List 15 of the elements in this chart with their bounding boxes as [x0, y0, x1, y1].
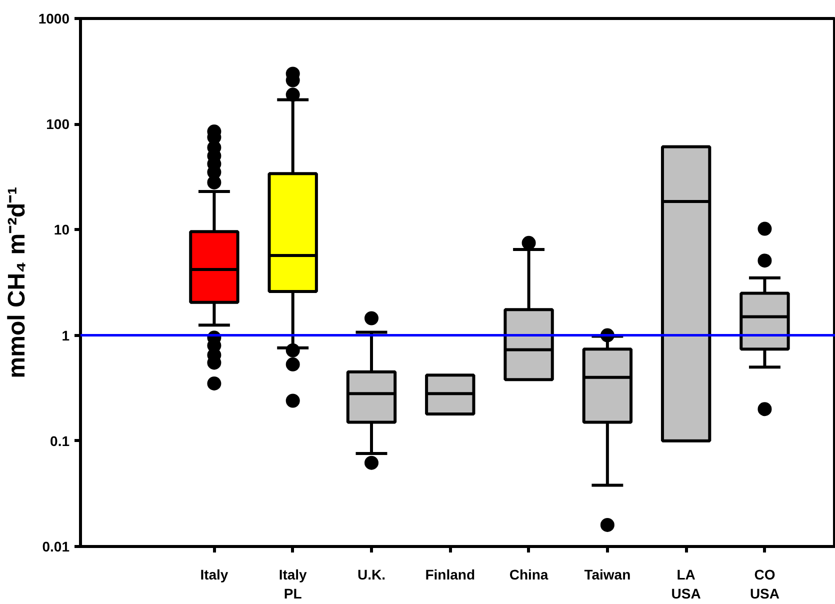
x-tick-label: LA USA [671, 566, 701, 602]
x-tick-label: China [509, 566, 548, 582]
y-tick-label: 1000 [38, 10, 70, 26]
y-tick-label: 100 [46, 116, 70, 132]
x-tick-label: Italy [200, 566, 228, 582]
x-tick-label: CO USA [750, 566, 780, 602]
x-tick-label: Taiwan [584, 566, 631, 582]
x-tick-label: Italy PL [278, 566, 308, 602]
y-tick-label: 10 [54, 222, 70, 238]
y-tick-label: 0.1 [50, 432, 70, 449]
y-tick-label: 0.01 [42, 538, 70, 554]
y-tick-label: 1 [62, 327, 70, 344]
x-tick-label: U.K. [357, 566, 386, 582]
x-tick-label: Finland [425, 566, 476, 582]
y-axis-title: mmol CH₄ m⁻²d⁻¹ [3, 186, 30, 378]
